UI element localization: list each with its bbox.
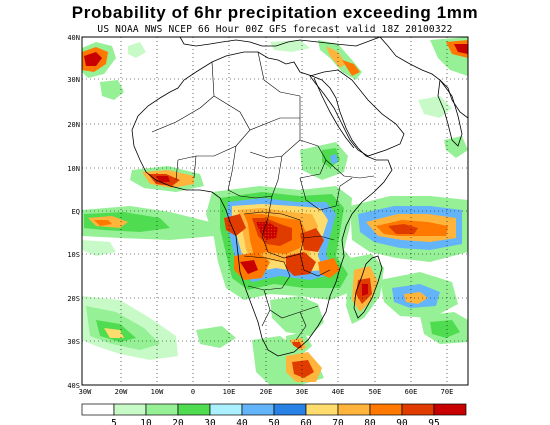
lat-label: 40S <box>67 382 80 390</box>
colorbar-swatch <box>113 403 147 416</box>
colorbar-label: 50 <box>268 418 280 425</box>
colorbar-swatch <box>145 403 179 416</box>
lat-lon-grid <box>82 37 468 385</box>
lon-label: 10E <box>223 388 236 396</box>
lat-label: 10N <box>67 165 80 173</box>
lon-label: 70E <box>441 388 454 396</box>
colorbar-label: 90 <box>396 418 408 425</box>
lon-label: 50E <box>369 388 382 396</box>
lat-label: 30S <box>67 338 80 346</box>
lon-label: 40E <box>332 388 345 396</box>
coastlines <box>131 37 468 357</box>
precipitation-fields <box>82 37 468 385</box>
lon-label: 0 <box>191 388 195 396</box>
colorbar-swatch <box>177 403 211 416</box>
colorbar-label: 30 <box>204 418 216 425</box>
map-title: Probability of 6hr precipitation exceedi… <box>71 3 479 22</box>
lat-label: 30N <box>67 76 80 84</box>
colorbar-label: 80 <box>364 418 376 425</box>
lat-label: 40N <box>67 34 80 42</box>
colorbar-swatch <box>401 403 435 416</box>
colorbar-label: 10 <box>140 418 152 425</box>
lat-label: 20N <box>67 121 80 129</box>
colorbar-label: 20 <box>172 418 184 425</box>
map-subtitle: US NOAA NWS NCEP 66 Hour 00Z GFS forecas… <box>97 24 453 35</box>
lon-label: 30E <box>296 388 309 396</box>
colorbar-swatch <box>305 403 339 416</box>
colorbar-swatch <box>241 403 275 416</box>
colorbar-label: 70 <box>332 418 344 425</box>
colorbar-swatch <box>273 403 307 416</box>
lon-label: 60E <box>405 388 418 396</box>
map-frame <box>81 36 469 386</box>
colorbar-label: 95 <box>428 418 439 425</box>
colorbar-swatch <box>369 403 403 416</box>
lon-label: 30W <box>79 388 92 396</box>
colorbar-swatch <box>209 403 243 416</box>
colorbar-swatch <box>433 403 467 416</box>
colorbar-label: 60 <box>300 418 312 425</box>
lon-label: 20W <box>115 388 128 396</box>
lat-label: 10S <box>67 251 80 259</box>
lat-label: EQ <box>72 208 80 216</box>
colorbar-label: 40 <box>236 418 248 425</box>
colorbar-label: 5 <box>111 418 117 425</box>
colorbar: 5 10 20 30 40 50 60 70 80 90 95 <box>81 403 467 425</box>
latitude-labels: 40N 30N 20N 10N EQ 10S 20S 30S 40S <box>67 34 80 390</box>
longitude-labels: 30W 20W 10W 0 10E 20E 30E 40E 50E 60E 70… <box>79 388 454 396</box>
colorbar-swatch <box>81 403 115 416</box>
colorbar-swatch <box>337 403 371 416</box>
lat-label: 20S <box>67 295 80 303</box>
lon-label: 10W <box>151 388 164 396</box>
lon-label: 20E <box>260 388 273 396</box>
